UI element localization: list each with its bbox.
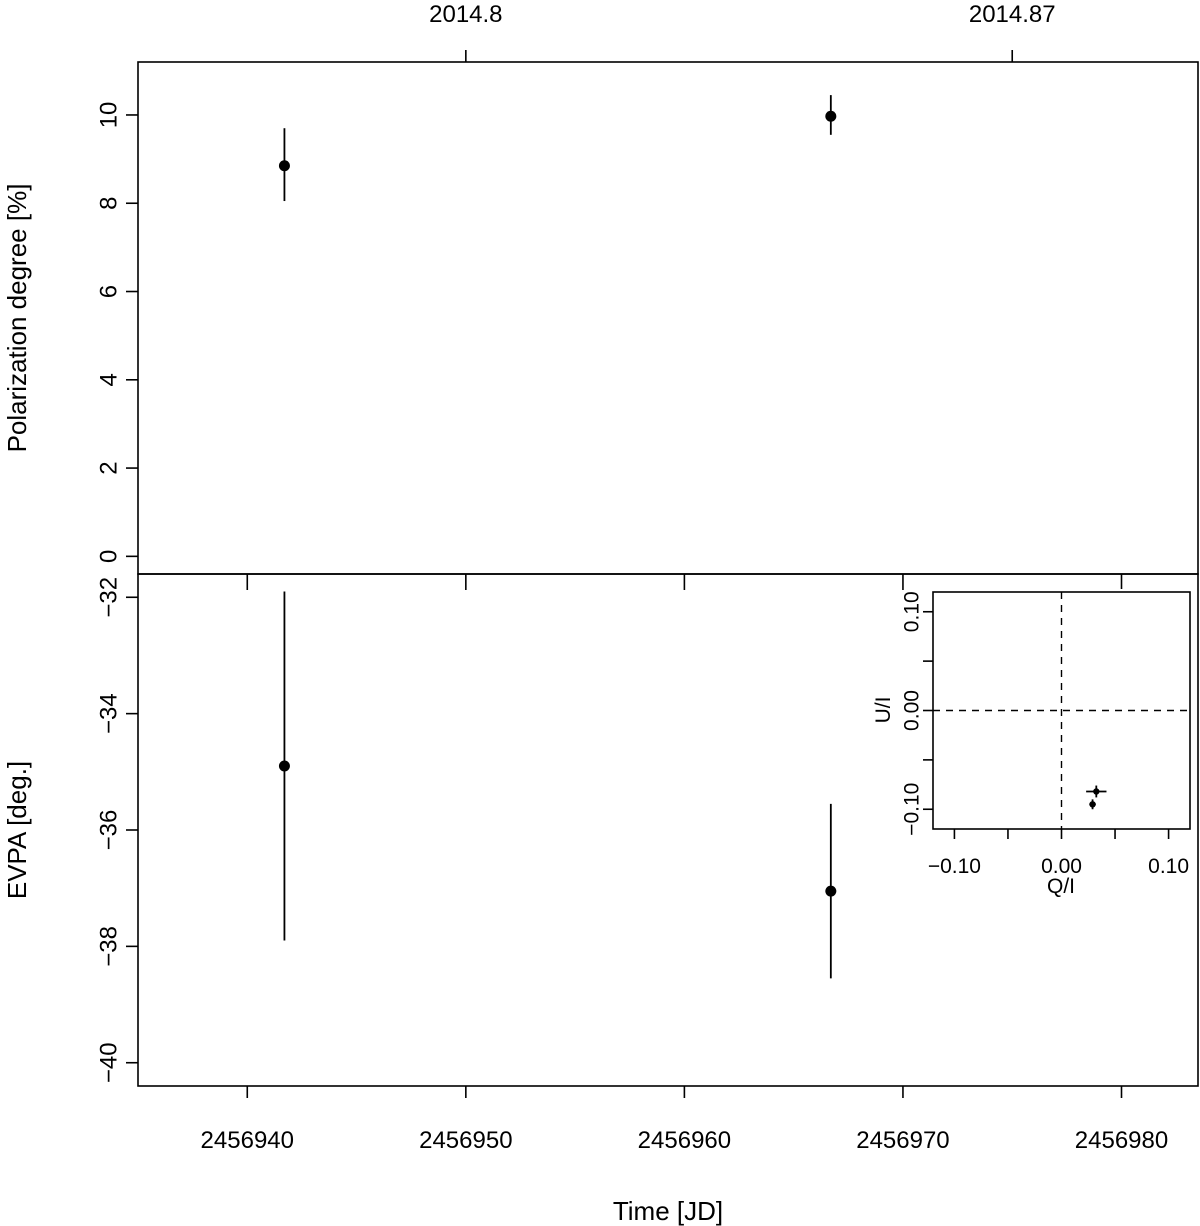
y-tick-label: 8 <box>95 197 122 210</box>
inset-y-tick-label: 0.10 <box>900 591 923 632</box>
top-panel: 0 2 4 6 8 10 2014.8 2014.87 <box>95 1 1199 575</box>
x-tick-label: 2456950 <box>419 1127 512 1154</box>
y-tick-label: 6 <box>95 285 122 298</box>
data-point <box>278 160 290 172</box>
top-x-tick-label: 2014.8 <box>429 1 502 28</box>
inset-x-axis-label: Q/I <box>1047 875 1075 898</box>
top-y-axis-label: Polarization degree [%] <box>2 184 32 453</box>
y-tick-label: 10 <box>95 102 122 129</box>
inset-x-tick-label: 0.00 <box>1041 855 1082 878</box>
data-point <box>278 760 290 772</box>
x-tick-label: 2456980 <box>1075 1127 1168 1154</box>
top-panel-frame <box>137 61 1199 575</box>
x-tick-label: 2456940 <box>201 1127 294 1154</box>
inset-y-axis-label: U/I <box>872 697 895 724</box>
y-tick-label: −36 <box>95 810 122 851</box>
inset-y-tick-label: −0.10 <box>900 783 923 836</box>
x-tick-label: 2456970 <box>856 1127 949 1154</box>
inset-x-tick-label: −0.10 <box>928 855 981 878</box>
data-point <box>825 885 837 897</box>
inset-y-tick-label: 0.00 <box>900 690 923 731</box>
y-tick-label: 0 <box>95 550 122 563</box>
y-tick-label: −38 <box>95 926 122 967</box>
y-tick-label: −40 <box>95 1042 122 1083</box>
x-tick-label: 2456960 <box>638 1127 731 1154</box>
y-tick-label: −34 <box>95 693 122 734</box>
inset-x-tick-label: 0.10 <box>1148 855 1189 878</box>
y-tick-label: 4 <box>95 373 122 386</box>
inset-panel: −0.10 0.00 0.10 −0.10 0.00 0.10 <box>900 589 1193 878</box>
inset-data-point <box>1093 788 1100 795</box>
bottom-y-axis-label: EVPA [deg.] <box>2 761 32 899</box>
x-axis-label: Time [JD] <box>613 1196 723 1226</box>
y-tick-label: −32 <box>95 577 122 618</box>
top-x-tick-label: 2014.87 <box>969 1 1056 28</box>
bottom-panel: −32 −34 −36 −38 −40 2456940 2456950 2456960 2456… <box>95 573 1199 1154</box>
inset-data-point <box>1089 801 1096 808</box>
y-tick-label: 2 <box>95 461 122 474</box>
data-point <box>825 110 837 122</box>
